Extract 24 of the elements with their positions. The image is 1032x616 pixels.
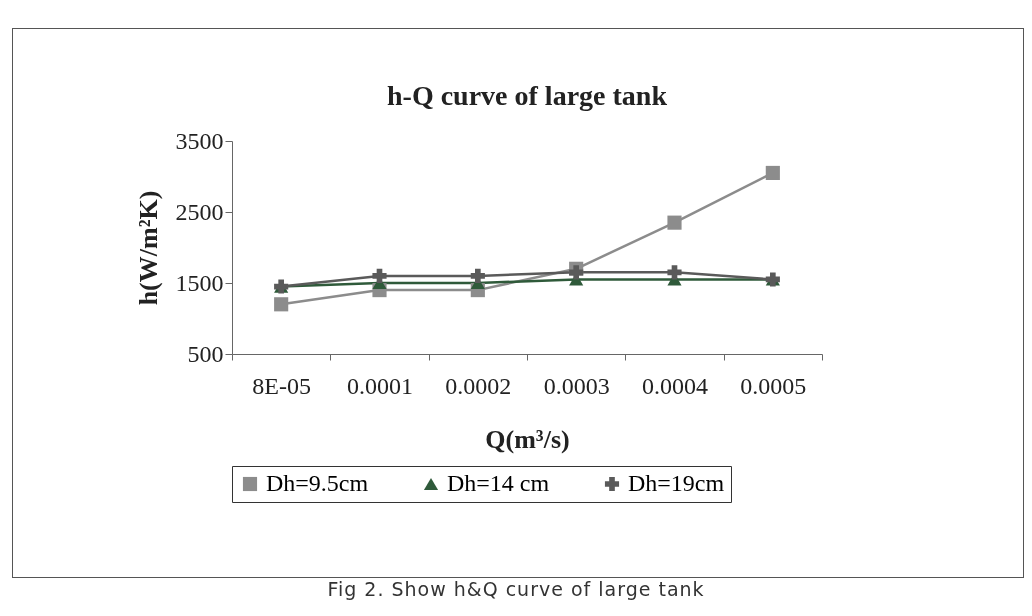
caption: Fig 2. Show h&Q curve of large tank xyxy=(326,578,706,600)
x-axis-title: Q(m³/s) xyxy=(485,424,570,454)
legend-label: Dh=9.5cm xyxy=(266,470,369,496)
y-axis-title: h(W/m²K) xyxy=(133,190,163,306)
point xyxy=(274,297,289,312)
point xyxy=(470,268,485,283)
point xyxy=(569,265,584,280)
chart-title: h-Q curve of large tank xyxy=(387,80,668,111)
y-tick-label: 2500 xyxy=(175,198,224,225)
x-tick-label: 0.0003 xyxy=(543,372,610,399)
point xyxy=(765,165,780,181)
x-tick-label: 0.0004 xyxy=(642,372,708,399)
legend-label: Dh=19cm xyxy=(628,470,725,496)
legend-label: Dh=14 cm xyxy=(447,470,550,496)
y-tick-label: 3500 xyxy=(175,127,224,154)
x-tick-label: 0.0002 xyxy=(445,372,512,399)
y-tick-label: 500 xyxy=(187,340,224,367)
x-tick-label: 8E-05 xyxy=(252,372,311,399)
x-tick-label: 0.0005 xyxy=(740,372,807,399)
point xyxy=(667,265,682,280)
point xyxy=(372,268,387,283)
x-tick-label: 0.0001 xyxy=(347,372,413,399)
y-tick-label: 1500 xyxy=(175,269,224,296)
point xyxy=(667,215,682,230)
